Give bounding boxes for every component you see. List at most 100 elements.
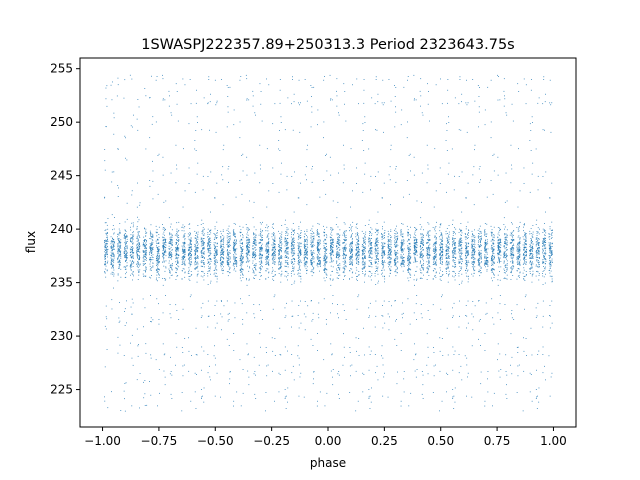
- data-point: [304, 259, 305, 260]
- data-point: [285, 266, 287, 267]
- data-point: [381, 270, 383, 271]
- data-point: [178, 237, 180, 238]
- data-point: [189, 234, 191, 236]
- data-point: [249, 200, 250, 202]
- data-point: [284, 317, 286, 318]
- data-point: [389, 249, 390, 251]
- data-point: [197, 255, 198, 256]
- data-point: [176, 248, 178, 250]
- data-point: [274, 244, 276, 246]
- data-point: [336, 95, 338, 97]
- data-point: [220, 240, 221, 242]
- data-point: [176, 269, 178, 271]
- data-point: [345, 249, 346, 251]
- data-point: [171, 249, 173, 251]
- data-point: [248, 239, 250, 241]
- data-point: [376, 230, 378, 232]
- data-point: [336, 253, 337, 255]
- data-point: [343, 310, 345, 311]
- data-point: [104, 243, 106, 245]
- data-point: [169, 241, 171, 242]
- data-point: [339, 269, 341, 271]
- data-point: [203, 246, 205, 248]
- data-point: [132, 236, 134, 237]
- data-point: [157, 262, 159, 264]
- data-point: [261, 248, 262, 249]
- data-point: [242, 277, 244, 278]
- data-point: [273, 253, 275, 255]
- data-point: [299, 376, 301, 378]
- data-point: [117, 250, 119, 252]
- data-point: [387, 238, 389, 240]
- data-point: [228, 258, 229, 260]
- data-point: [363, 266, 365, 268]
- data-point: [137, 243, 139, 245]
- data-point: [381, 315, 383, 316]
- data-point: [131, 251, 133, 252]
- data-point: [390, 229, 392, 231]
- data-point: [159, 269, 160, 271]
- data-point: [365, 256, 366, 258]
- data-point: [290, 236, 292, 238]
- data-point: [181, 245, 183, 247]
- data-point: [253, 234, 254, 236]
- data-point: [214, 260, 216, 262]
- data-point: [278, 244, 280, 246]
- data-point: [357, 239, 358, 241]
- data-point: [317, 233, 319, 235]
- data-point: [152, 254, 154, 256]
- data-point: [142, 250, 144, 252]
- data-point: [389, 257, 391, 259]
- data-point: [350, 256, 352, 258]
- data-point: [133, 261, 134, 263]
- data-point: [112, 259, 114, 261]
- data-point: [253, 239, 255, 241]
- data-point: [197, 270, 199, 272]
- data-point: [286, 242, 288, 244]
- data-point: [201, 219, 203, 221]
- data-point: [306, 262, 308, 264]
- data-point: [165, 241, 166, 242]
- data-point: [233, 263, 235, 265]
- data-point: [245, 74, 247, 76]
- data-point: [300, 278, 302, 280]
- data-point: [220, 259, 221, 261]
- data-point: [254, 258, 256, 260]
- data-point: [348, 227, 350, 228]
- data-point: [259, 256, 261, 258]
- data-point: [291, 250, 293, 252]
- data-point: [151, 256, 153, 258]
- data-point: [298, 102, 299, 104]
- data-point: [203, 279, 205, 281]
- data-point: [260, 275, 262, 276]
- data-point: [273, 280, 275, 281]
- data-point: [254, 236, 256, 238]
- data-point: [156, 269, 158, 271]
- data-point: [234, 259, 236, 261]
- data-point: [162, 99, 164, 101]
- data-point: [382, 248, 384, 250]
- data-point: [125, 255, 127, 257]
- data-point: [330, 249, 332, 251]
- data-point: [336, 251, 338, 253]
- data-point: [362, 191, 364, 193]
- data-point: [317, 244, 319, 246]
- data-point: [151, 123, 153, 125]
- data-point: [226, 260, 228, 262]
- data-point: [255, 229, 257, 231]
- data-point: [352, 271, 354, 273]
- data-point: [235, 253, 237, 255]
- data-point: [150, 268, 152, 270]
- data-point: [292, 76, 293, 78]
- data-point: [183, 235, 185, 237]
- data-point: [195, 256, 196, 258]
- data-point: [222, 229, 224, 231]
- data-point: [227, 243, 229, 245]
- data-point: [363, 253, 365, 255]
- data-point: [214, 228, 216, 230]
- data-point: [184, 256, 186, 258]
- data-point: [294, 171, 295, 173]
- data-point: [365, 263, 366, 265]
- data-point: [280, 241, 282, 242]
- data-point: [105, 254, 107, 256]
